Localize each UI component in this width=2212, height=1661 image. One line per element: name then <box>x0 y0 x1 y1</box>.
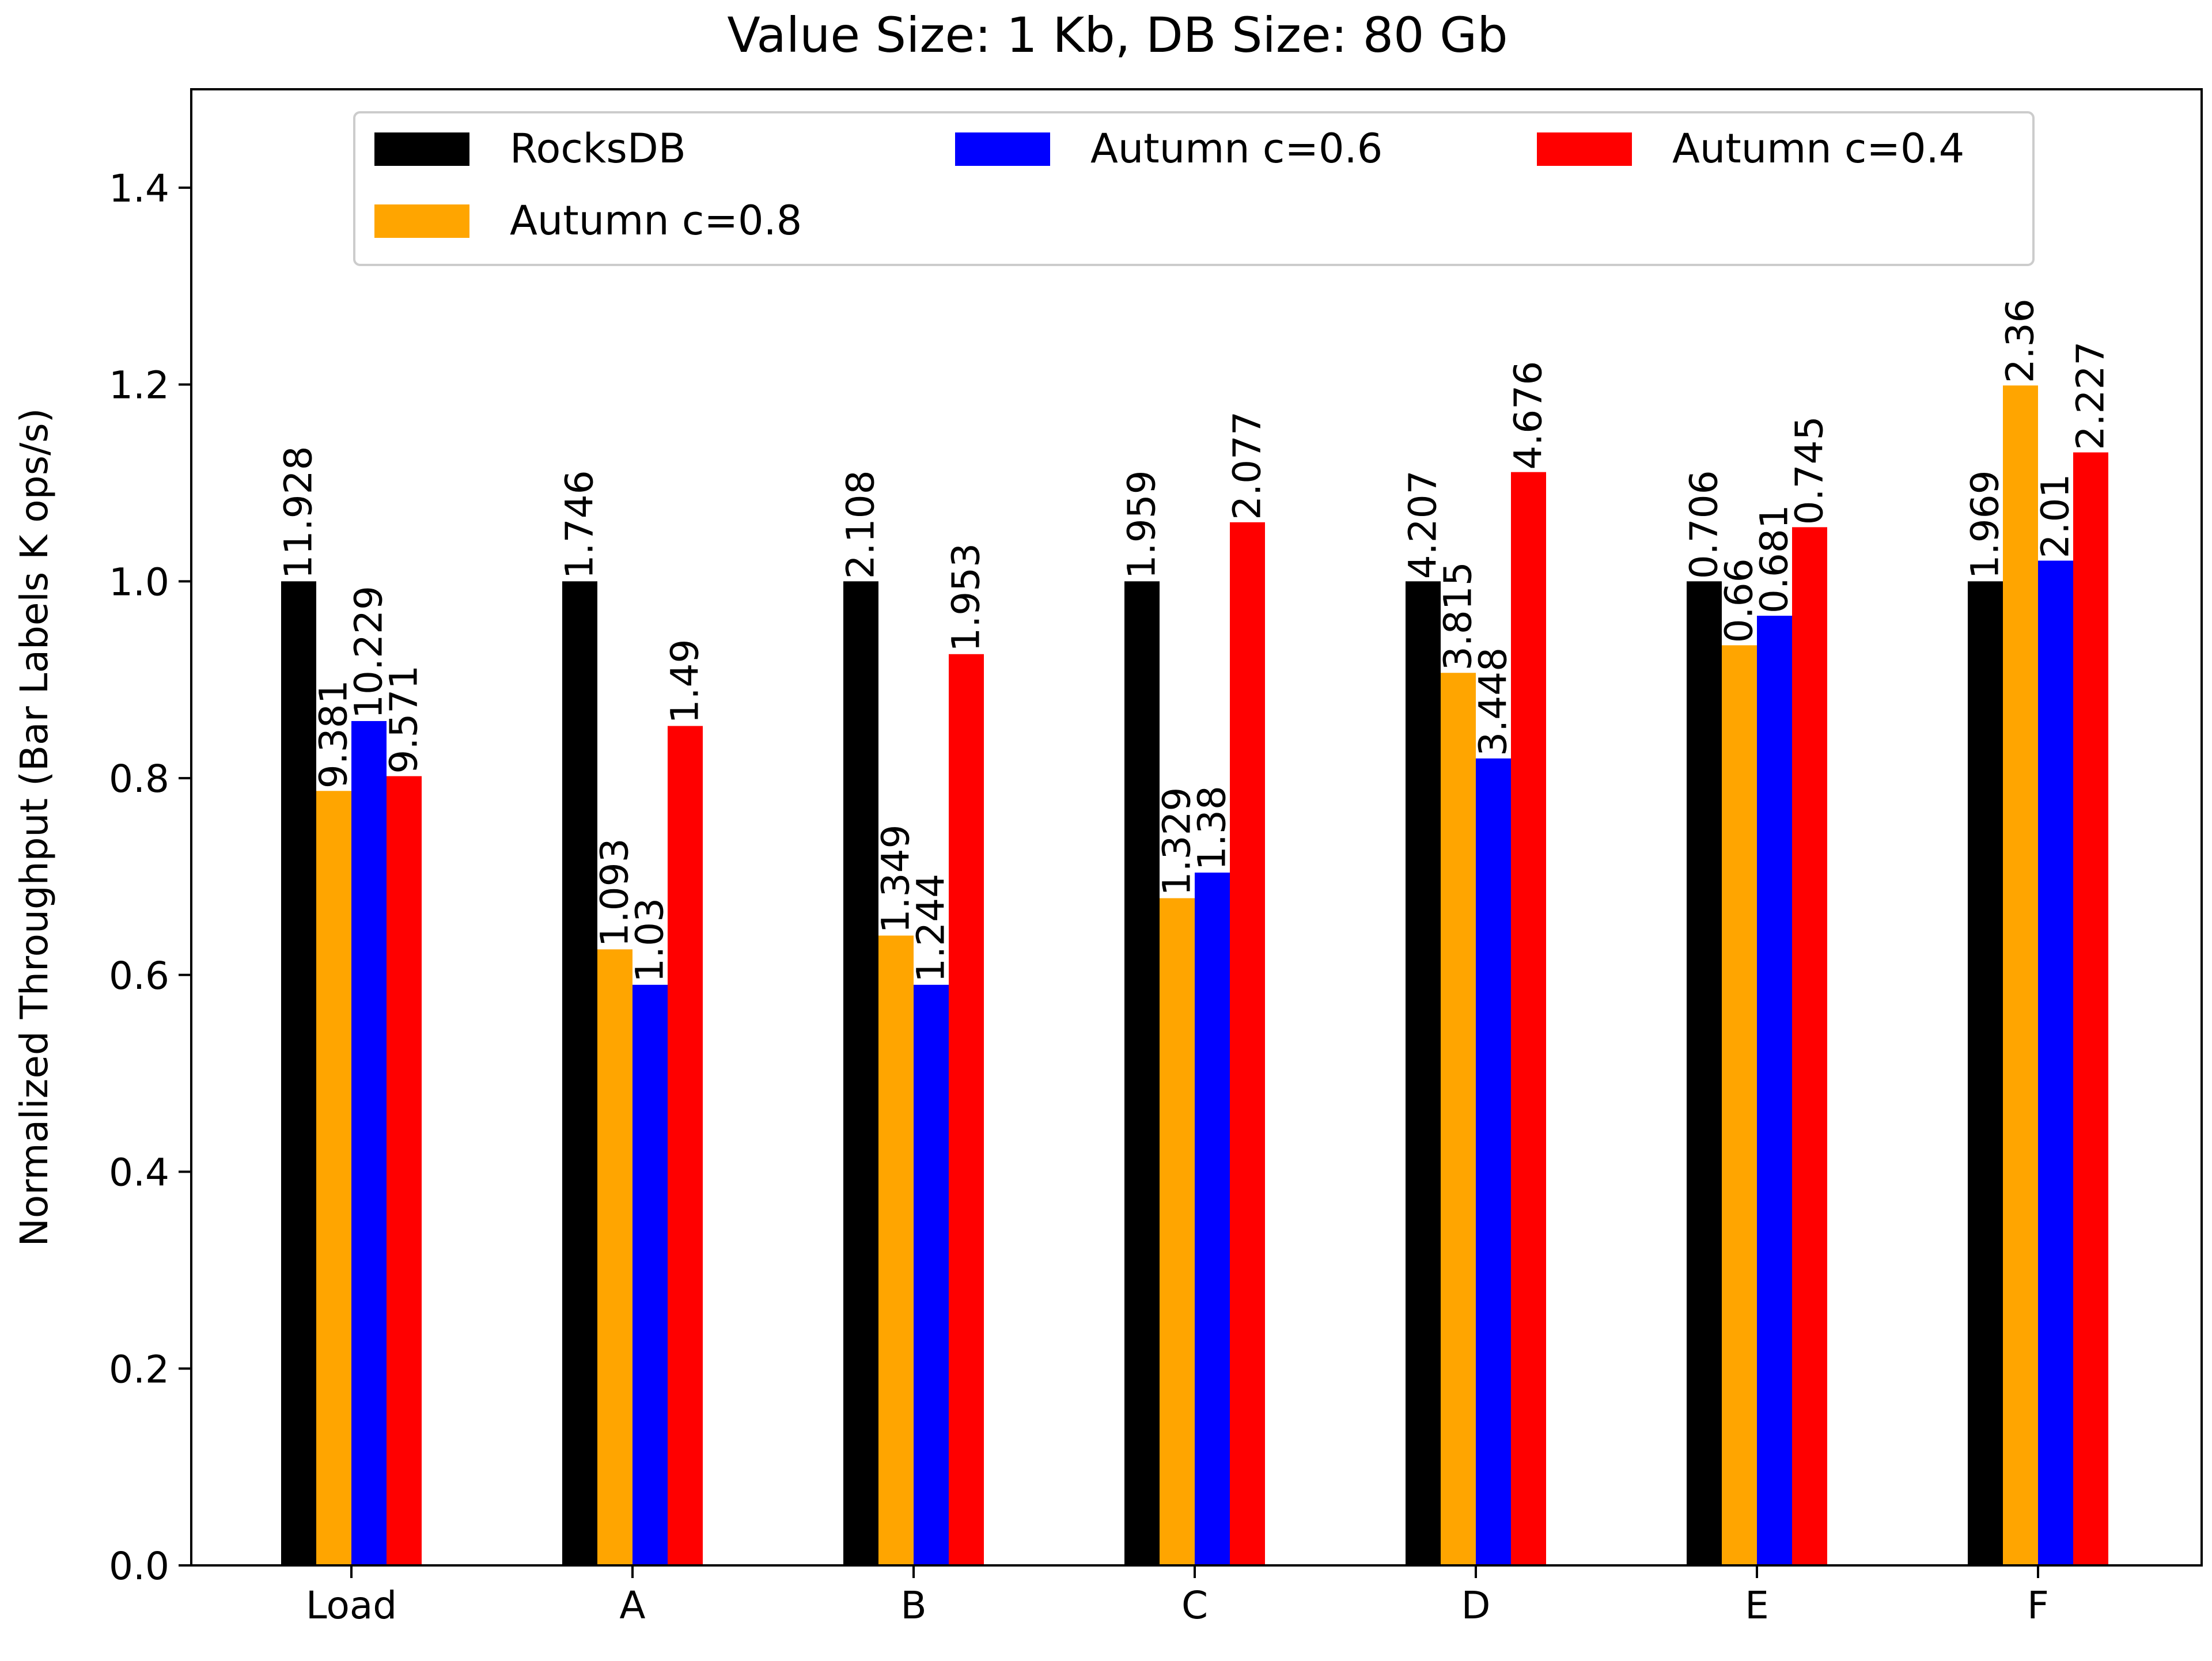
bar-value-label: 1.349 <box>874 825 918 934</box>
bar <box>1406 581 1441 1566</box>
bar-value-label: 2.36 <box>1998 298 2043 383</box>
bar <box>914 984 949 1565</box>
y-tick-label: 1.2 <box>109 363 169 408</box>
bar <box>316 791 351 1565</box>
bar <box>1968 581 2003 1566</box>
bar-value-label: 2.108 <box>839 470 883 579</box>
bar-value-label: 3.448 <box>1471 647 1516 756</box>
bar <box>1124 581 1160 1566</box>
legend-label: RocksDB <box>510 125 686 172</box>
bar-value-label: 0.681 <box>1752 505 1797 613</box>
bar-value-label: 1.959 <box>1120 470 1164 579</box>
bar <box>281 581 316 1566</box>
bar <box>1160 898 1195 1565</box>
y-tick-label: 0.2 <box>109 1347 169 1391</box>
chart-title: Value Size: 1 Kb, DB Size: 80 Gb <box>727 7 1508 63</box>
y-axis-label: Normalized Throughput (Bar Labels K ops/… <box>12 408 56 1247</box>
bar-value-label: 1.244 <box>909 874 953 983</box>
legend-swatch <box>374 204 469 238</box>
bar-value-label: 11.928 <box>276 446 321 579</box>
bar <box>632 984 668 1565</box>
y-tick-label: 0.0 <box>109 1544 169 1588</box>
bar-value-label: 2.227 <box>2069 342 2113 450</box>
x-tick-label: F <box>2027 1583 2049 1628</box>
bar <box>878 935 914 1565</box>
bar-value-label: 4.676 <box>1506 361 1551 470</box>
bar <box>1792 527 1827 1565</box>
bar <box>351 720 387 1565</box>
legend: RocksDB Autumn c=0.8 Autumn c=0.6 Autumn c=… <box>353 111 2035 266</box>
bar-value-label: 1.38 <box>1190 786 1234 870</box>
bar-value-label: 1.03 <box>628 898 672 983</box>
bar <box>2038 560 2073 1565</box>
bar-value-label: 0.706 <box>1682 470 1726 579</box>
bar <box>562 581 597 1566</box>
bar <box>1195 873 1230 1565</box>
x-tick-label: E <box>1745 1583 1769 1628</box>
bar <box>843 581 878 1566</box>
y-tick-label: 1.0 <box>109 560 169 604</box>
legend-swatch <box>1537 132 1632 166</box>
x-tick-label: D <box>1461 1583 1491 1628</box>
legend-label: Autumn c=0.8 <box>510 197 802 244</box>
y-axis: 0.0 0.2 0.4 0.6 0.8 1.0 1.2 1.4 <box>109 166 191 1588</box>
bar <box>2073 452 2108 1565</box>
bar-value-label: 4.207 <box>1401 470 1445 579</box>
bar-value-label: 1.093 <box>593 838 637 947</box>
bar-value-label: 2.077 <box>1225 411 1270 520</box>
bar <box>668 726 703 1565</box>
bar <box>1441 673 1476 1565</box>
bar-value-label: 9.571 <box>382 665 426 774</box>
plot-frame <box>190 88 2203 1567</box>
bar-value-label: 9.381 <box>312 680 356 788</box>
y-tick-label: 0.4 <box>109 1151 169 1195</box>
x-tick-label: Load <box>306 1583 397 1628</box>
bars-layer <box>281 385 2108 1566</box>
bar-value-label: 1.746 <box>558 470 602 579</box>
legend-swatch <box>955 132 1050 166</box>
legend-label: Autumn c=0.4 <box>1672 125 1964 172</box>
bar-value-label: 1.49 <box>663 639 707 724</box>
bar <box>1722 645 1757 1565</box>
x-axis: Load A B C D E F <box>306 1565 2049 1628</box>
bar <box>387 776 422 1565</box>
bar <box>1230 522 1265 1565</box>
y-tick-label: 0.6 <box>109 954 169 998</box>
bar-value-label: 1.329 <box>1155 787 1199 896</box>
bar <box>2003 385 2038 1566</box>
bar <box>1476 758 1511 1565</box>
bar <box>597 949 632 1565</box>
bar-value-label: 2.01 <box>2033 473 2078 558</box>
bar <box>1757 616 1792 1565</box>
bar <box>949 654 984 1565</box>
bar-value-label: 1.953 <box>944 543 988 652</box>
bar-value-label: 0.745 <box>1787 416 1832 525</box>
legend-label: Autumn c=0.6 <box>1090 125 1382 172</box>
y-tick-label: 1.4 <box>109 166 169 211</box>
bar-value-label: 1.969 <box>1963 470 2008 579</box>
legend-swatch <box>374 132 469 166</box>
x-tick-label: B <box>900 1583 926 1628</box>
bar <box>1511 472 1546 1565</box>
bar-value-label: 0.66 <box>1717 558 1762 643</box>
y-tick-label: 0.8 <box>109 757 169 801</box>
bar-value-label: 10.229 <box>347 586 391 719</box>
bar-value-label: 3.815 <box>1436 562 1480 670</box>
x-tick-label: C <box>1181 1583 1208 1628</box>
x-tick-label: A <box>619 1583 645 1628</box>
bar <box>1687 581 1722 1566</box>
